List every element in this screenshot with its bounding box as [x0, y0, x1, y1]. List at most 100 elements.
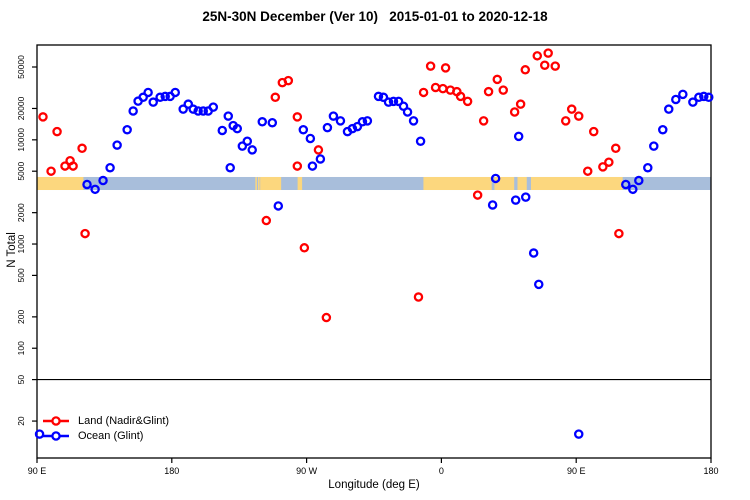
- ocean-point: [148, 97, 158, 107]
- ocean-point: [90, 184, 100, 195]
- ocean-point: [122, 124, 132, 135]
- ocean-point: [193, 106, 203, 116]
- y-tick-label: 50: [16, 375, 26, 385]
- ocean-point: [352, 121, 363, 132]
- land-point: [462, 96, 473, 107]
- ocean-point: [688, 97, 698, 107]
- ocean-point: [487, 200, 498, 210]
- ocean-point: [305, 133, 316, 144]
- ocean-point: [155, 92, 165, 103]
- land-point: [299, 243, 310, 253]
- land-point: [46, 166, 56, 176]
- ocean-point: [378, 92, 389, 103]
- land-point: [283, 75, 294, 86]
- land-point: [38, 112, 48, 122]
- ocean-point: [678, 89, 688, 100]
- x-tick-label: 90 E: [28, 466, 47, 476]
- land-point: [539, 60, 550, 70]
- ocean-point: [257, 117, 268, 127]
- ocean-point: [634, 175, 644, 186]
- ocean-point: [143, 87, 153, 98]
- land-point: [498, 85, 509, 95]
- land-point: [261, 215, 272, 226]
- ocean-point: [198, 106, 209, 116]
- map-band-land: [255, 176, 257, 191]
- y-tick-label: 2000: [16, 203, 26, 222]
- y-tick-label: 20: [16, 416, 26, 426]
- ocean-point: [315, 154, 326, 164]
- ocean-point: [402, 107, 413, 117]
- land-point: [560, 116, 571, 126]
- land-point: [543, 48, 553, 58]
- land-point: [440, 63, 451, 73]
- ocean-point: [513, 131, 524, 142]
- ocean-point: [621, 179, 631, 190]
- ocean-point: [347, 123, 358, 134]
- ocean-point: [628, 184, 638, 195]
- land-point: [588, 126, 599, 137]
- land-point: [52, 126, 62, 137]
- ocean-point: [98, 175, 108, 186]
- plot-frame: [36, 44, 712, 459]
- ocean-point: [373, 91, 384, 102]
- ocean-point: [362, 116, 373, 126]
- land-point: [582, 166, 593, 176]
- ocean-point: [217, 125, 228, 136]
- land-point: [610, 143, 621, 154]
- x-tick-label: 90 W: [296, 466, 318, 476]
- ocean-point: [188, 104, 198, 114]
- ocean-point: [573, 429, 584, 439]
- ocean-point: [520, 192, 531, 202]
- ocean-point: [643, 162, 653, 173]
- ocean-point: [649, 141, 659, 151]
- ocean-point: [694, 92, 704, 103]
- chart-title: 25N-30N December (Ver 10) 2015-01-01 to …: [202, 9, 548, 24]
- y-tick-label: 10000: [16, 128, 26, 152]
- ocean-point: [183, 99, 194, 109]
- map-band-land: [258, 176, 260, 191]
- land-point: [418, 87, 429, 98]
- land-point: [550, 61, 560, 71]
- y-tick-label: 1000: [16, 234, 26, 253]
- land-point: [292, 161, 303, 171]
- ocean-point: [307, 161, 318, 171]
- land-point: [80, 228, 90, 239]
- x-axis-label: Longitude (deg E): [328, 479, 420, 491]
- ocean-point: [232, 123, 243, 134]
- ocean-point: [490, 173, 501, 184]
- ocean-point: [208, 102, 219, 112]
- land-point: [321, 312, 332, 323]
- ocean-point: [415, 136, 426, 146]
- ocean-point: [242, 136, 253, 146]
- land-point: [77, 143, 87, 154]
- land-point: [430, 82, 441, 93]
- ocean-point: [335, 116, 346, 126]
- ocean-point: [704, 92, 714, 103]
- y-tick-label: 50000: [16, 55, 26, 79]
- map-band-ocean-cutout: [526, 176, 531, 191]
- land-point: [604, 157, 614, 167]
- land-point: [614, 228, 624, 239]
- ocean-point: [178, 104, 188, 114]
- y-tick-label: 200: [16, 310, 26, 324]
- map-band-ocean-cutout: [491, 176, 495, 191]
- ocean-point: [528, 248, 539, 258]
- ocean-point: [34, 429, 45, 439]
- y-tick-label: 5000: [16, 161, 26, 180]
- ocean-point: [408, 116, 419, 126]
- y-tick-label: 100: [16, 341, 26, 355]
- ocean-point: [128, 106, 138, 116]
- legend-marker-ocean: [51, 431, 61, 441]
- map-band-land: [297, 176, 303, 191]
- ocean-point: [671, 94, 681, 105]
- legend-marker-land: [51, 416, 61, 426]
- ocean-point: [225, 162, 235, 173]
- map-band-land: [423, 176, 623, 191]
- ocean-point: [267, 117, 278, 128]
- legend-label-land: Land (Nadir&Glint): [78, 415, 170, 427]
- land-point: [483, 86, 494, 97]
- x-tick-label: 0: [439, 466, 444, 476]
- ocean-point: [160, 91, 170, 102]
